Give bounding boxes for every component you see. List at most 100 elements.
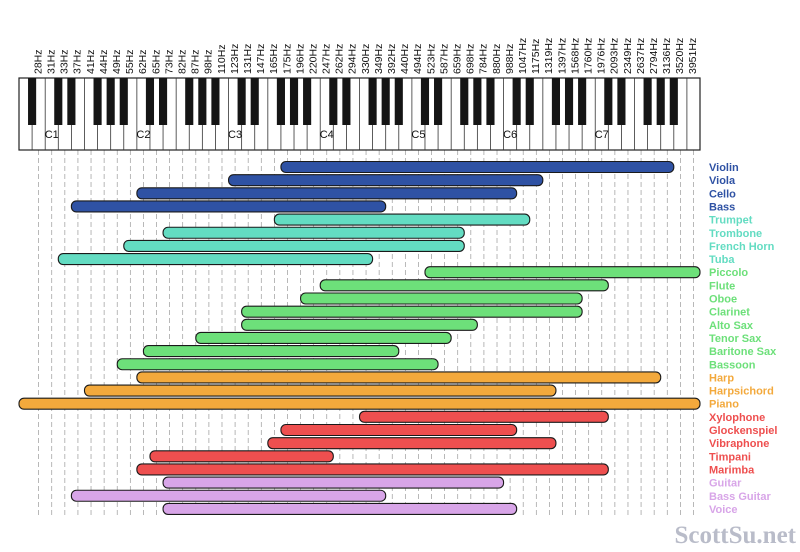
black-key	[54, 78, 63, 125]
frequency-tick-label: 131Hz	[242, 44, 254, 74]
instrument-label: Xylophone	[709, 412, 765, 424]
black-key	[394, 78, 403, 125]
frequency-tick-label: 98Hz	[203, 49, 215, 74]
frequency-tick-label: 3136Hz	[661, 38, 673, 74]
frequency-tick-label: 784Hz	[478, 44, 490, 74]
range-bar	[273, 213, 531, 226]
black-key	[420, 78, 430, 125]
frequency-tick-label: 73Hz	[163, 49, 175, 74]
range-bar	[227, 174, 544, 187]
range-bar	[83, 384, 557, 397]
range-bar	[116, 358, 439, 371]
range-bar	[162, 226, 465, 239]
black-key	[119, 78, 128, 125]
instrument-label: Piano	[709, 399, 739, 411]
frequency-tick-label: 37Hz	[72, 49, 84, 74]
frequency-tick-label: 440Hz	[399, 44, 411, 74]
range-bar	[70, 489, 387, 502]
black-key	[106, 78, 115, 125]
instrument-label: Viola	[709, 175, 736, 187]
frequency-tick-label: 523Hz	[425, 44, 437, 74]
range-bar	[123, 239, 465, 252]
black-key	[525, 78, 534, 125]
frequency-tick-label: 65Hz	[150, 49, 162, 74]
range-bar	[241, 305, 583, 318]
black-key	[460, 78, 469, 125]
frequency-tick-label: 262Hz	[334, 44, 346, 74]
black-key	[329, 78, 338, 125]
range-bar	[162, 476, 505, 489]
black-key	[551, 78, 561, 125]
frequency-tick-label: 110Hz	[216, 44, 228, 74]
black-key	[93, 78, 102, 125]
black-key	[303, 78, 312, 125]
frequency-tick-label: 294Hz	[347, 44, 359, 74]
frequency-tick-label: 1760Hz	[582, 38, 594, 74]
black-key	[512, 78, 521, 125]
instrument-label: Baritone Sax	[709, 346, 777, 358]
frequency-tick-label: 175Hz	[281, 44, 293, 74]
frequency-tick-label: 349Hz	[373, 44, 385, 74]
frequency-tick-label: 1175Hz	[530, 39, 542, 74]
frequency-tick-label: 31Hz	[46, 49, 58, 74]
instrument-label: Glockenspiel	[709, 425, 777, 437]
instrument-label: Flute	[709, 280, 735, 292]
black-key	[486, 78, 495, 125]
frequency-tick-label: 220Hz	[307, 44, 319, 74]
range-bar	[70, 200, 387, 213]
frequency-tick-label: 62Hz	[137, 49, 149, 74]
instrument-label: Harp	[709, 372, 734, 384]
black-key	[342, 78, 351, 125]
black-key	[198, 78, 207, 125]
frequency-tick-label: 2349Hz	[622, 38, 634, 74]
frequency-tick-label: 3520Hz	[674, 38, 686, 74]
octave-label: C7	[595, 129, 609, 141]
range-bar	[358, 410, 609, 423]
black-key	[643, 78, 652, 125]
black-key	[145, 78, 155, 125]
black-key	[656, 78, 665, 125]
frequency-tick-label: 55Hz	[124, 49, 136, 74]
watermark: ScottSu.net	[674, 522, 796, 549]
black-key	[250, 78, 259, 125]
instrument-label: Alto Sax	[709, 320, 754, 332]
frequency-tick-label: 196Hz	[294, 44, 306, 74]
black-key	[67, 78, 76, 125]
range-bar	[142, 345, 400, 358]
frequency-tick-label: 587Hz	[438, 44, 450, 74]
frequency-tick-label: 1568Hz	[569, 38, 581, 74]
frequency-tick-label: 1976Hz	[596, 38, 608, 74]
frequency-tick-label: 880Hz	[491, 44, 503, 74]
range-bar	[136, 463, 609, 476]
instrument-label: Timpani	[709, 451, 751, 463]
instrument-label: Tenor Sax	[709, 333, 762, 345]
range-bar	[280, 423, 518, 437]
instrument-label: Violin	[709, 162, 739, 174]
instrument-label: Guitar	[709, 478, 742, 490]
black-key	[578, 78, 587, 125]
frequency-tick-label: 988Hz	[504, 44, 516, 74]
black-key	[237, 78, 246, 125]
frequency-tick-label: 147Hz	[255, 44, 267, 74]
frequency-tick-labels: 28Hz 31Hz 33Hz 37Hz 41Hz 44Hz 49Hz 55Hz 62Hz 65Hz…	[32, 38, 699, 74]
frequency-tick-label: 123Hz	[229, 44, 241, 74]
black-key	[669, 78, 678, 125]
black-key	[434, 78, 443, 125]
black-key	[28, 78, 37, 125]
range-bar	[162, 502, 518, 515]
range-bar	[300, 292, 583, 305]
instrument-label: Trombone	[709, 228, 762, 240]
range-bar	[241, 318, 478, 331]
range-bar	[267, 437, 557, 450]
range-bar	[319, 279, 609, 292]
frequency-tick-label: 3951Hz	[687, 38, 699, 74]
instrument-label: French Horn	[709, 241, 775, 253]
frequency-tick-label: 165Hz	[268, 44, 280, 74]
black-key	[289, 78, 299, 125]
instrument-label: Oboe	[709, 294, 737, 306]
octave-label: C6	[503, 129, 517, 141]
frequency-tick-label: 2093Hz	[609, 38, 621, 74]
frequency-tick-label: 87Hz	[190, 49, 202, 74]
frequency-tick-label: 1397Hz	[556, 38, 568, 74]
range-bar	[136, 371, 662, 384]
